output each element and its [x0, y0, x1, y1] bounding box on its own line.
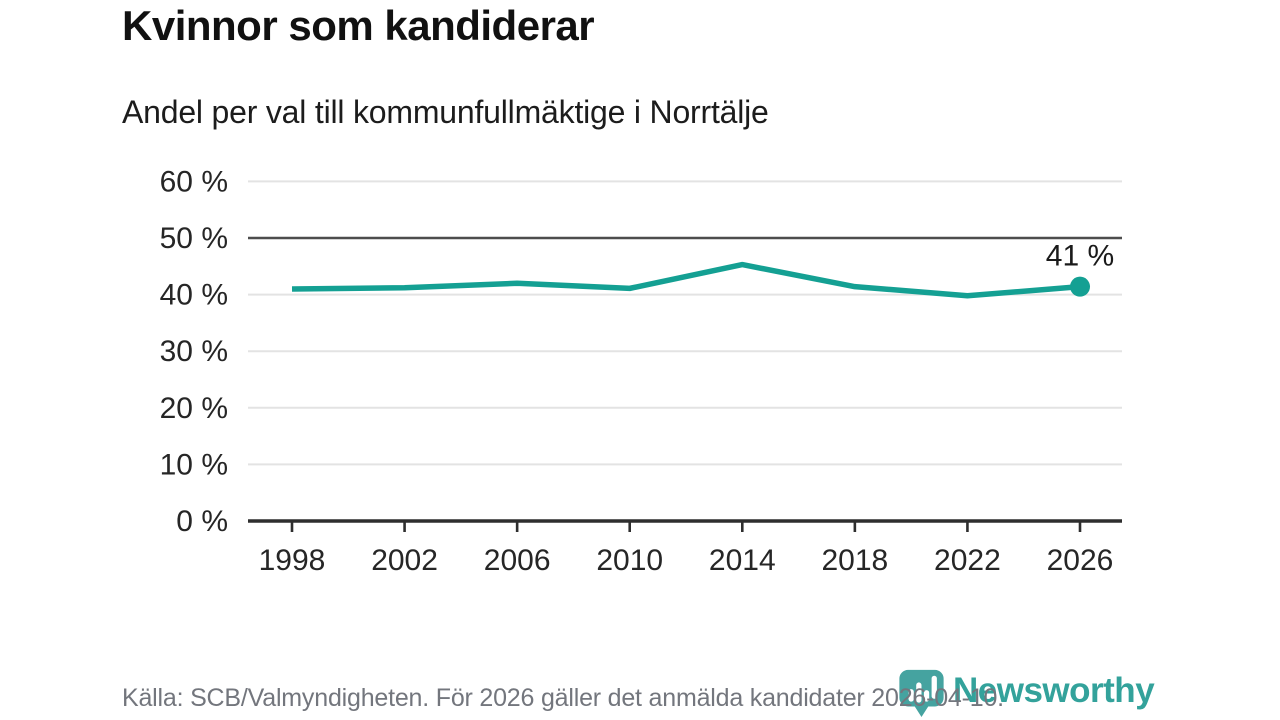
x-axis-tick-label: 2006 [484, 544, 551, 577]
y-axis-tick-label: 30 % [160, 335, 228, 368]
y-axis-tick-label: 0 % [176, 505, 228, 538]
newsworthy-logo: Newsworthy [897, 668, 1155, 718]
chart-subtitle: Andel per val till kommunfullmäktige i N… [122, 94, 769, 130]
end-point-marker [1070, 276, 1090, 297]
y-axis-tick-label: 40 % [160, 279, 228, 312]
x-axis-tick-label: 2022 [934, 544, 1001, 577]
data-line [291, 261, 1081, 299]
x-axis-tick-label: 1998 [259, 544, 326, 577]
y-axis-tick-label: 60 % [160, 165, 228, 198]
end-point-value-label: 41 % [1046, 240, 1114, 273]
x-axis-tick-label: 2026 [1047, 544, 1114, 577]
source-note: Källa: SCB/Valmyndigheten. För 2026 gäll… [122, 684, 1004, 712]
y-axis-tick-label: 10 % [160, 448, 228, 481]
x-axis-tick-label: 2014 [709, 544, 776, 577]
x-axis-tick-label: 2002 [371, 544, 438, 577]
newsworthy-pin-barchart-icon [899, 669, 944, 718]
chart-title: Kvinnor som kandiderar [122, 2, 595, 49]
y-axis-tick-label: 50 % [160, 222, 228, 255]
y-axis-tick-label: 20 % [160, 392, 228, 425]
line-chart: 0 % 10 % 20 % 30 % 40 % 50 % 60 % 1998 2002 2006 2… [160, 165, 1122, 577]
x-axis-tick-label: 2010 [596, 544, 663, 577]
x-axis-tick-label: 2018 [821, 544, 888, 577]
newsworthy-wordmark: Newsworthy [953, 671, 1155, 710]
